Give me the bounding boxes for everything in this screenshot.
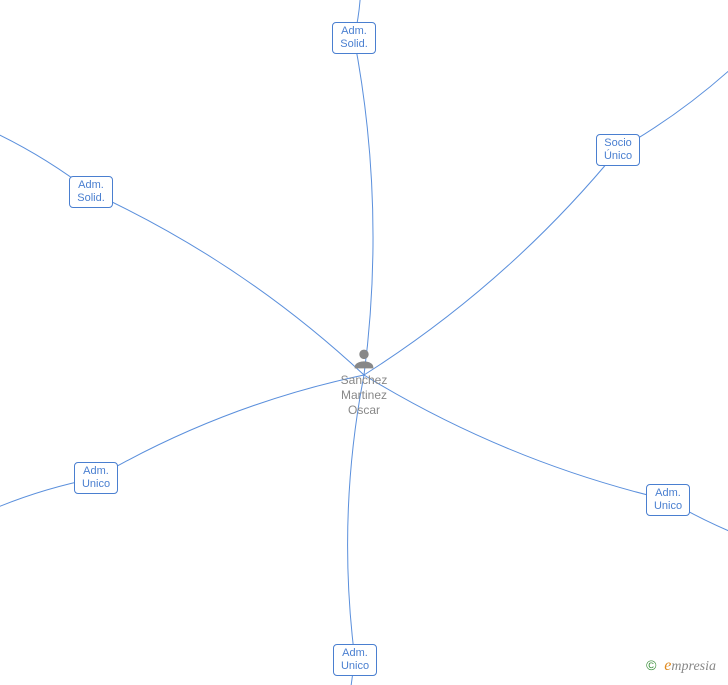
node-line1: Socio: [604, 137, 632, 150]
node-line1: Adm.: [655, 487, 681, 500]
node-line2: Unico: [82, 478, 110, 491]
node-line1: Adm.: [78, 179, 104, 192]
node-line1: Adm.: [83, 465, 109, 478]
role-node[interactable]: Adm.Unico: [646, 484, 690, 516]
node-line2: Unico: [654, 500, 682, 513]
edge: [348, 375, 364, 685]
role-node[interactable]: Adm.Unico: [74, 462, 118, 494]
edge: [0, 375, 364, 535]
edge: [364, 20, 728, 375]
role-node[interactable]: SocioÚnico: [596, 134, 640, 166]
role-node[interactable]: Adm.Solid.: [332, 22, 376, 54]
center-line2: Martinez: [332, 388, 396, 403]
edge: [354, 0, 373, 375]
role-node[interactable]: Adm.Solid.: [69, 176, 113, 208]
node-line2: Solid.: [77, 192, 105, 205]
network-canvas: [0, 0, 728, 685]
center-line1: Sanchez: [332, 373, 396, 388]
node-line2: Único: [604, 150, 632, 163]
node-line2: Unico: [341, 660, 369, 673]
copyright-symbol: ©: [646, 657, 656, 673]
node-line2: Solid.: [340, 38, 368, 51]
node-line1: Adm.: [341, 25, 367, 38]
node-line1: Adm.: [342, 647, 368, 660]
brand-logo: © empresia: [646, 657, 716, 675]
role-node[interactable]: Adm.Unico: [333, 644, 377, 676]
brand-rest: mpresia: [671, 659, 716, 674]
edge: [0, 110, 364, 375]
edge: [364, 375, 728, 560]
center-line3: Oscar: [332, 403, 396, 418]
center-node-label: Sanchez Martinez Oscar: [332, 373, 396, 418]
